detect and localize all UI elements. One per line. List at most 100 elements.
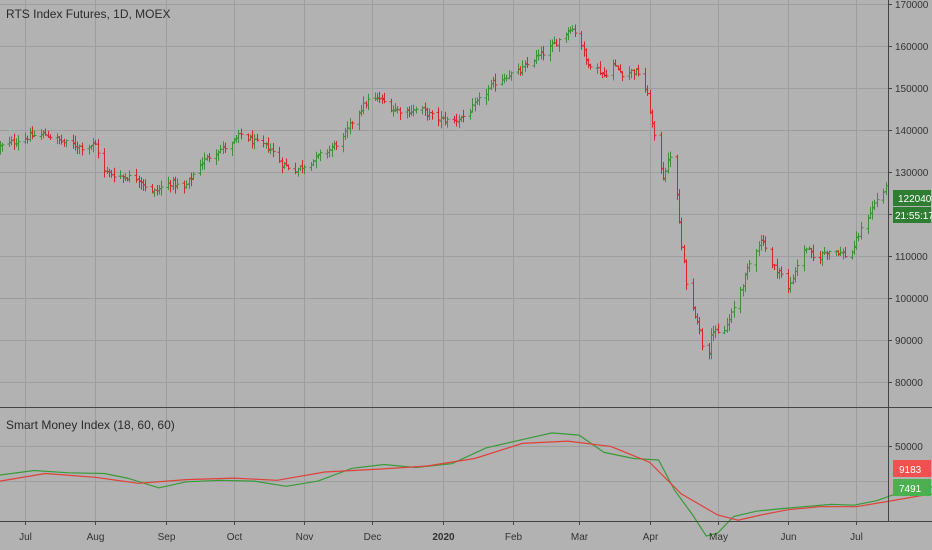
ohlc-bar [461, 109, 466, 123]
ohlc-bar [818, 251, 823, 265]
ohlc-bar [155, 184, 160, 196]
indicator-tick-label: 50000 [895, 442, 923, 453]
ohlc-bar [573, 24, 578, 38]
last-price-badge [893, 190, 931, 206]
ohlc-bar [405, 107, 410, 119]
ohlc-bar [550, 39, 555, 53]
ohlc-bar [727, 314, 732, 332]
ohlc-bar [414, 106, 419, 114]
ohlc-bars [0, 24, 889, 360]
ohlc-bar [811, 244, 816, 262]
price-tick-label: 80000 [895, 378, 923, 389]
ohlc-bar [341, 133, 346, 153]
ohlc-bar [207, 153, 212, 163]
ohlc-bar [343, 127, 348, 140]
ohlc-bar [425, 107, 430, 121]
ohlc-bar [666, 152, 671, 174]
ohlc-bar [7, 136, 12, 147]
ohlc-bar [691, 278, 696, 311]
signal-line-value-badge [893, 460, 931, 477]
ohlc-bar [532, 59, 537, 68]
ohlc-bar [509, 71, 514, 81]
ohlc-bar [584, 48, 589, 65]
ohlc-bar [159, 180, 164, 196]
ohlc-bar [12, 133, 17, 150]
ohlc-bar [14, 138, 19, 148]
smi-signal-line [0, 440, 932, 521]
main-grid [0, 0, 888, 407]
ohlc-bar [198, 159, 203, 176]
ohlc-bar [759, 235, 764, 251]
ohlc-bar [725, 317, 730, 333]
ohlc-bar [763, 236, 768, 252]
ohlc-bar [71, 134, 76, 149]
ohlc-bar [77, 144, 82, 155]
ohlc-bar [709, 328, 714, 360]
last-price-label: 122040 [898, 194, 932, 205]
ohlc-bar [112, 167, 117, 183]
ohlc-bar [430, 110, 435, 120]
ohlc-bar [452, 115, 457, 124]
time-axis[interactable]: Jul Aug Sep Oct Nov Dec 2020 Feb Mar Apr May Jun Jul [19, 521, 863, 543]
ohlc-bar [250, 130, 255, 149]
ohlc-bar [875, 192, 880, 208]
ohlc-bar [518, 66, 523, 76]
ohlc-bar [150, 184, 155, 194]
ohlc-bar [843, 246, 848, 258]
ohlc-bar [695, 313, 700, 325]
ohlc-bar [102, 148, 107, 178]
ohlc-bar [802, 245, 807, 272]
ohlc-bar [80, 142, 85, 156]
time-tick-label: May [709, 532, 728, 543]
ohlc-bar [711, 325, 716, 342]
time-tick-label: Apr [643, 532, 659, 543]
ohlc-bar [427, 108, 432, 121]
price-tick-label: 130000 [895, 168, 929, 179]
ohlc-bar [32, 130, 37, 138]
ohlc-bar [261, 135, 266, 148]
ohlc-bar [677, 189, 682, 224]
ohlc-bar [604, 69, 609, 78]
ohlc-bar [477, 92, 482, 106]
time-tick-label: Oct [227, 532, 243, 543]
ohlc-bar [659, 131, 664, 174]
ohlc-bar [859, 221, 864, 240]
ohlc-bar [611, 59, 616, 81]
time-tick-label: Dec [364, 532, 382, 543]
ohlc-bar [822, 247, 827, 256]
ohlc-bar [468, 108, 473, 120]
ohlc-bar [16, 135, 21, 151]
ohlc-bar [525, 56, 530, 68]
ohlc-bar [327, 145, 332, 158]
ohlc-bar [332, 140, 337, 151]
ohlc-bar [134, 168, 139, 183]
ohlc-bar [389, 98, 394, 113]
ohlc-bar [0, 142, 5, 152]
time-tick-label: Nov [296, 532, 314, 543]
ohlc-bar [548, 39, 553, 62]
ohlc-bar [314, 151, 319, 169]
price-tick-label: 160000 [895, 42, 929, 53]
ohlc-bar [697, 317, 702, 335]
ohlc-bar [507, 70, 512, 80]
ohlc-bar [536, 49, 541, 61]
ohlc-bar [398, 107, 403, 121]
price-axis[interactable]: 8000090000100000110000120000130000140000… [0, 0, 932, 522]
ohlc-bar [645, 85, 650, 97]
smi-value: 7491 [899, 484, 922, 495]
ohlc-bar [121, 174, 126, 184]
ohlc-bar [675, 154, 680, 200]
ohlc-bar [634, 68, 639, 76]
price-tick-label: 140000 [895, 126, 929, 137]
ohlc-bar [534, 50, 539, 65]
ohlc-bar [375, 92, 380, 102]
ohlc-bar [564, 32, 569, 43]
ohlc-bar [807, 246, 812, 251]
ohlc-bar [236, 129, 241, 144]
ohlc-bar [613, 59, 618, 67]
ohlc-bar [884, 182, 889, 196]
ohlc-bar [214, 149, 219, 166]
ohlc-bar [143, 179, 148, 192]
ohlc-bar [881, 188, 886, 204]
